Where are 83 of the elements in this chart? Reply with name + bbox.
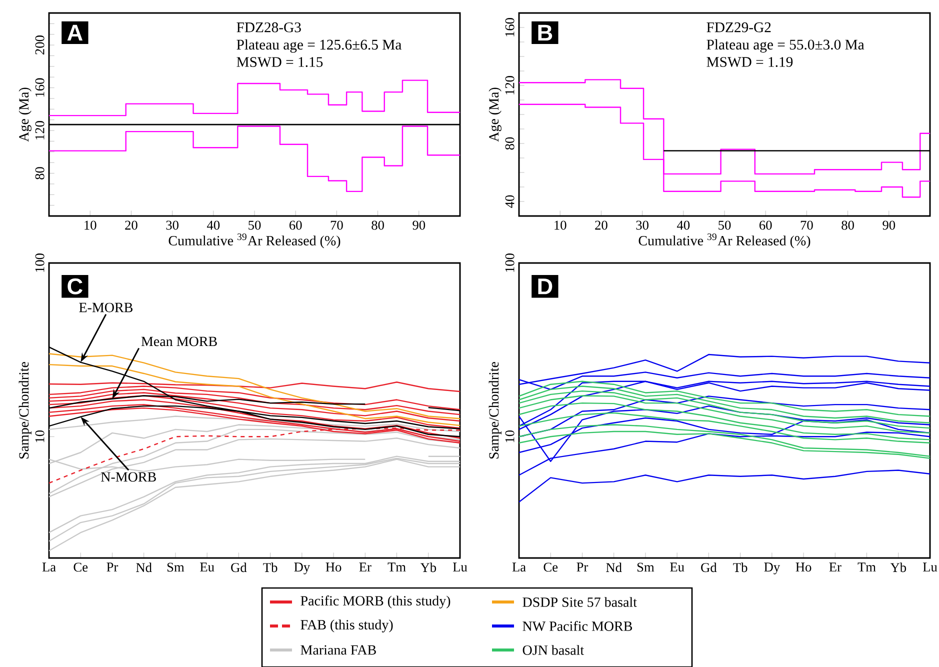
x-tick-label: Gd (701, 562, 717, 572)
legend-label: Pacific MORB (this study) (300, 596, 450, 608)
x-tick-label: 80 (842, 220, 854, 230)
x-tick-label: Dy (294, 562, 310, 574)
x-tick-label: Nd (136, 562, 152, 572)
annotation: Plateau age = 125.6±6.5 Ma (236, 39, 402, 53)
x-tick-label: 20 (125, 220, 138, 230)
y-tick-label: 160 (505, 18, 514, 36)
y-tick-label: 10 (35, 430, 44, 442)
legend-label: OJN basalt (522, 645, 584, 655)
y-tick-label: 80 (505, 137, 514, 150)
legend-label: Mariana FAB (300, 645, 376, 655)
x-tick-label: Er (359, 562, 372, 572)
x-tick-label: 50 (248, 220, 261, 230)
x-tick-label: 70 (800, 220, 813, 230)
chart-title: B (538, 24, 552, 41)
x-tick-label: 20 (595, 220, 608, 230)
y-tick-label: 200 (35, 36, 44, 54)
x-tick-label: Pr (106, 562, 118, 572)
x-tick-label: Dy (764, 562, 780, 574)
x-tick-label: Er (829, 562, 842, 572)
x-tick-label: La (512, 562, 526, 572)
x-axis-title: Cumulative $^{39}$Ar Released (%) (638, 234, 810, 248)
x-tick-label: Eu (670, 562, 684, 572)
x-tick-label: 60 (290, 220, 302, 230)
x-tick-label: Sm (637, 562, 654, 572)
y-tick-label: 100 (35, 253, 44, 272)
x-tick-label: Yb (420, 562, 436, 572)
y-axis-title: Sampe/Chondrite (488, 362, 502, 459)
x-tick-label: Yb (890, 562, 906, 572)
annotation: E-MORB (79, 302, 132, 312)
x-tick-label: Tm (858, 562, 876, 572)
x-tick-label: Nd (606, 562, 622, 572)
y-axis-title: Age (Ma) (18, 88, 32, 142)
x-tick-label: 70 (330, 220, 343, 230)
x-tick-label: Sm (167, 562, 184, 572)
annotation: FDZ29-G2 (706, 22, 771, 32)
x-tick-label: 10 (84, 220, 96, 230)
y-tick-label: 40 (505, 195, 514, 208)
x-tick-label: Ce (74, 562, 88, 572)
annotation: MSWD = 1.15 (236, 57, 323, 68)
annotation: MSWD = 1.19 (706, 57, 793, 67)
x-tick-label: Gd (231, 562, 247, 572)
x-tick-label: Ho (796, 562, 812, 572)
x-axis-title: Cumulative $^{39}$Ar Released (%) (168, 234, 340, 248)
legend-label: DSDP Site 57 basalt (522, 597, 637, 607)
x-tick-label: Ce (544, 562, 558, 572)
x-tick-label: Ho (326, 562, 342, 572)
y-axis-title: Age (Ma) (488, 88, 502, 142)
annotation: Plateau age = 55.0±3.0 Ma (706, 39, 864, 53)
x-tick-label: Tb (263, 562, 278, 572)
x-tick-label: Eu (200, 562, 214, 572)
x-tick-label: 10 (554, 220, 566, 230)
x-tick-label: 90 (412, 220, 426, 230)
y-tick-label: 80 (35, 167, 44, 180)
annotation: FDZ28-G3 (236, 22, 301, 32)
x-tick-label: 40 (206, 220, 220, 230)
text: C (68, 278, 82, 294)
legend-label: NW Pacific MORB (522, 620, 632, 632)
x-tick-label: 90 (882, 220, 896, 230)
x-tick-label: Lu (922, 562, 938, 572)
y-tick-label: 10 (505, 430, 514, 442)
y-axis-title: Sampe/Chondrite (18, 362, 32, 459)
x-tick-label: Lu (452, 562, 468, 572)
text: D (538, 278, 552, 294)
y-tick-label: 120 (505, 76, 514, 94)
x-tick-label: 50 (718, 220, 731, 230)
x-tick-label: 30 (166, 220, 178, 230)
y-tick-label: 160 (35, 78, 44, 97)
legend-label: FAB (this study) (300, 620, 393, 632)
x-tick-label: 60 (760, 220, 772, 230)
chart-title: A (67, 24, 83, 41)
x-tick-label: 80 (372, 220, 384, 230)
x-tick-label: Tb (733, 562, 748, 572)
y-tick-label: 120 (35, 121, 44, 140)
annotation: N-MORB (101, 472, 156, 482)
y-tick-label: 100 (505, 253, 514, 272)
x-tick-label: 30 (636, 220, 648, 230)
x-tick-label: Pr (576, 562, 588, 572)
annotation: Mean MORB (141, 336, 217, 346)
x-tick-label: 40 (676, 220, 690, 230)
x-tick-label: La (42, 562, 56, 572)
x-tick-label: Tm (388, 562, 406, 572)
